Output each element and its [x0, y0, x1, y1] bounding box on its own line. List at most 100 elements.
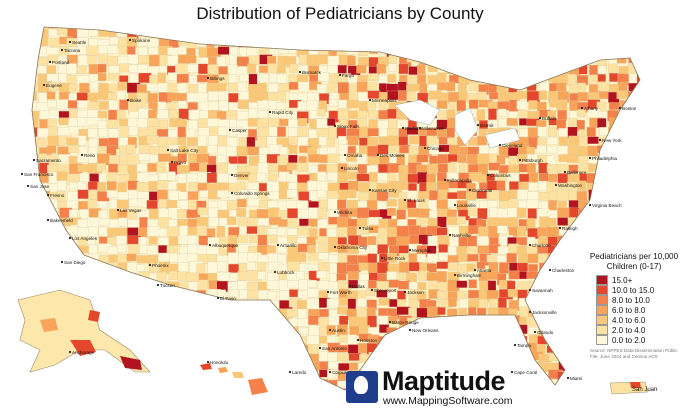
county-patch [307, 280, 317, 288]
county-patch [108, 363, 119, 375]
county-patch [248, 344, 261, 355]
county-patch [579, 335, 589, 344]
county-patch [598, 227, 611, 240]
county-patch [147, 92, 159, 103]
county-patch [508, 29, 523, 40]
county-patch [257, 118, 270, 130]
county-patch [97, 111, 108, 119]
county-patch [467, 56, 477, 66]
county-patch [407, 28, 421, 41]
county-patch [476, 45, 490, 54]
city-label: Sioux Falls [337, 124, 360, 129]
county-patch [458, 91, 468, 101]
county-patch [506, 172, 519, 182]
county-patch [637, 208, 640, 218]
city-label: Orlando [537, 330, 554, 335]
county-patch [47, 38, 62, 47]
county-patch [577, 362, 591, 374]
county-patch [477, 153, 490, 166]
county-patch [277, 317, 287, 330]
county-patch [579, 46, 594, 54]
county-patch [257, 307, 272, 315]
county-patch [297, 361, 310, 371]
county-patch [566, 298, 580, 311]
city-dot [418, 126, 422, 130]
county-patch [607, 164, 618, 175]
county-patch [306, 369, 317, 381]
county-patch [267, 163, 280, 171]
county-patch [546, 65, 556, 74]
county-patch [168, 28, 182, 39]
county-patch [249, 19, 257, 26]
county-patch [248, 108, 259, 119]
county-patch [327, 198, 339, 210]
county-patch [178, 317, 187, 326]
county-patch [526, 316, 539, 327]
county-patch [236, 208, 246, 217]
county-patch [257, 27, 272, 29]
county-patch [558, 136, 569, 148]
city-dot [326, 290, 330, 294]
county-patch [437, 163, 449, 174]
county-patch [436, 56, 449, 66]
maptitude-logo[interactable]: Maptitude www.MappingSoftware.com [346, 366, 526, 408]
county-patch [566, 235, 579, 244]
county-patch [316, 189, 327, 198]
county-patch [577, 27, 591, 37]
county-patch [306, 236, 316, 246]
county-patch [346, 264, 361, 273]
county-patch [177, 262, 189, 273]
city-dot [588, 203, 592, 207]
county-patch [347, 334, 357, 346]
county-patch [117, 27, 130, 29]
county-patch [177, 118, 187, 127]
county-patch [538, 192, 550, 201]
county-patch [577, 307, 592, 318]
county-patch [628, 144, 638, 157]
county-patch [587, 47, 599, 60]
county-patch [79, 289, 93, 297]
county-patch [538, 297, 549, 309]
city-label: Tulsa [362, 226, 374, 231]
county-patch [577, 109, 587, 117]
legend-swatch [596, 275, 608, 285]
city-dot [46, 193, 50, 197]
county-patch [188, 353, 203, 363]
county-patch [627, 135, 637, 147]
county-patch [448, 326, 463, 338]
county-patch [289, 63, 300, 73]
county-patch [557, 308, 569, 318]
county-patch [32, 379, 40, 390]
county-patch [258, 317, 271, 329]
county-patch [118, 298, 128, 309]
county-patch [498, 108, 507, 117]
county-patch [347, 271, 360, 280]
county-patch [97, 370, 110, 380]
county-patch [276, 389, 290, 390]
county-patch [317, 379, 329, 388]
county-patch [556, 189, 569, 201]
county-patch [107, 27, 122, 28]
county-patch [389, 145, 400, 154]
county-patch [66, 379, 80, 390]
county-patch [388, 37, 402, 48]
county-patch [468, 82, 481, 92]
county-patch [127, 389, 142, 390]
county-patch [447, 317, 458, 329]
county-patch [447, 209, 457, 218]
county-patch [328, 316, 341, 326]
county-patch [157, 389, 170, 390]
county-patch [257, 110, 269, 119]
county-patch [258, 363, 269, 373]
county-patch [518, 54, 527, 63]
logo-url[interactable]: www.MappingSoftware.com [383, 395, 513, 407]
county-patch [466, 191, 477, 201]
county-patch [228, 289, 239, 297]
city-dot [510, 370, 514, 374]
city-label: Baton Rouge [392, 320, 419, 325]
county-patch [127, 316, 141, 329]
county-patch [266, 280, 281, 290]
county-patch [32, 389, 43, 390]
county-patch [127, 306, 141, 318]
county-patch [557, 217, 569, 226]
